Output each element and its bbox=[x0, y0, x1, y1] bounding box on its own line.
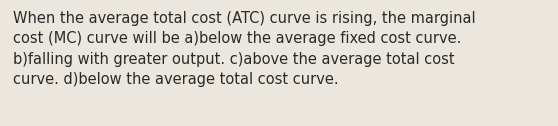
Text: When the average total cost (ATC) curve is rising, the marginal
cost (MC) curve : When the average total cost (ATC) curve … bbox=[13, 11, 475, 87]
